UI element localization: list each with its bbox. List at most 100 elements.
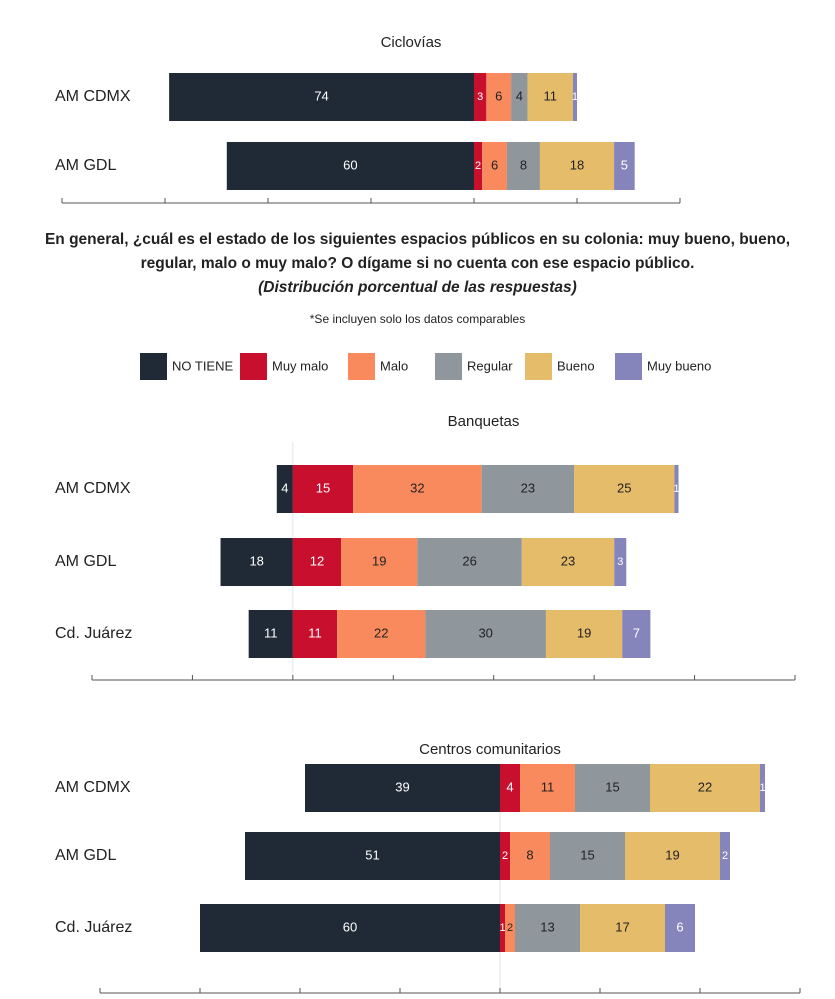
bar-segment — [486, 73, 512, 121]
bar-segment — [720, 832, 730, 880]
value-label: 12 — [310, 553, 324, 568]
bar-segment — [521, 538, 615, 586]
value-label: 2 — [507, 922, 513, 934]
value-label: 26 — [462, 553, 476, 568]
value-label: 13 — [540, 919, 554, 934]
bar-segment — [545, 610, 623, 658]
value-label: 2 — [502, 850, 508, 862]
bar-segment — [506, 142, 540, 190]
legend-label: NO TIENE — [172, 358, 233, 373]
value-label: 74 — [314, 88, 328, 103]
value-label: 2 — [475, 160, 481, 172]
category-label: AM CDMX — [55, 779, 131, 796]
question: En general, ¿cuál es el estado de los si… — [44, 231, 791, 272]
bar-segment — [341, 538, 418, 586]
bar-segment — [614, 142, 635, 190]
value-label: 22 — [374, 625, 388, 640]
bar-segment — [625, 832, 720, 880]
value-label: 19 — [665, 847, 679, 862]
value-label: 19 — [577, 625, 591, 640]
bar-segment — [572, 73, 577, 121]
value-label: 6 — [491, 157, 498, 172]
category-label: Cd. Juárez — [55, 919, 132, 936]
value-label: 8 — [520, 157, 527, 172]
category-label: AM GDL — [55, 847, 116, 864]
value-label: 7 — [633, 625, 640, 640]
value-label: 1 — [759, 782, 765, 794]
bar-segment — [482, 142, 507, 190]
legend-swatch — [615, 353, 642, 380]
bar-segment — [200, 904, 500, 952]
bar-segment — [169, 73, 474, 121]
value-label: 4 — [281, 480, 288, 495]
bar-segment — [248, 610, 293, 658]
value-label: 2 — [722, 850, 728, 862]
bar-segment — [245, 832, 500, 880]
bar-segment — [292, 610, 338, 658]
legend-label: Muy malo — [272, 358, 328, 373]
chart-title: Ciclovías — [381, 34, 442, 51]
value-label: 25 — [617, 480, 631, 495]
value-label: 32 — [410, 480, 424, 495]
value-label: 1 — [673, 483, 679, 495]
value-label: 51 — [365, 847, 379, 862]
question-emphasis: (Distribución porcentual de las respuest… — [258, 279, 577, 296]
value-label: 11 — [264, 625, 278, 640]
bar-segment — [474, 142, 483, 190]
legend-swatch — [435, 353, 462, 380]
value-label: 23 — [521, 480, 535, 495]
bar-segment — [226, 142, 474, 190]
bar-segment — [417, 538, 522, 586]
bar-segment — [622, 610, 651, 658]
category-label: Cd. Juárez — [55, 625, 132, 642]
chart-title: Banquetas — [448, 413, 520, 430]
bar-segment — [305, 764, 500, 812]
chart-title: Centros comunitarios — [419, 741, 561, 758]
bar-segment — [276, 465, 293, 513]
value-label: 15 — [316, 480, 330, 495]
legend-swatch — [240, 353, 267, 380]
legend-label: Malo — [380, 358, 408, 373]
bar-segment — [425, 610, 546, 658]
value-label: 11 — [541, 779, 555, 794]
question-block: En general, ¿cuál es el estado de los si… — [20, 228, 815, 300]
value-label: 17 — [615, 919, 629, 934]
value-label: 23 — [561, 553, 575, 568]
bar-segment — [500, 832, 510, 880]
bar-segment — [481, 465, 575, 513]
bar-segment — [353, 465, 482, 513]
bar-segment — [500, 764, 520, 812]
value-label: 1 — [499, 922, 505, 934]
legend-label: Muy bueno — [647, 358, 711, 373]
bar-segment — [292, 465, 354, 513]
bar-segment — [575, 764, 650, 812]
bar-segment — [500, 904, 505, 952]
bar-segment — [505, 904, 515, 952]
bar-segment — [511, 73, 528, 121]
bar-segment — [674, 465, 679, 513]
bar-segment — [650, 764, 760, 812]
bar-segment — [220, 538, 293, 586]
bar-segment — [292, 538, 342, 586]
value-label: 18 — [249, 553, 263, 568]
legend-swatch — [525, 353, 552, 380]
bar-segment — [520, 764, 575, 812]
value-label: 15 — [580, 847, 594, 862]
value-label: 3 — [617, 556, 623, 568]
legend-label: Regular — [467, 358, 513, 373]
category-label: AM CDMX — [55, 480, 131, 497]
value-label: 30 — [478, 625, 492, 640]
value-label: 11 — [543, 88, 557, 103]
bar-segment — [527, 73, 573, 121]
value-label: 1 — [572, 91, 578, 103]
value-label: 5 — [621, 157, 628, 172]
category-label: AM GDL — [55, 553, 116, 570]
value-label: 19 — [372, 553, 386, 568]
bar-segment — [550, 832, 625, 880]
value-label: 22 — [698, 779, 712, 794]
bar-segment — [474, 73, 487, 121]
value-label: 8 — [526, 847, 533, 862]
category-label: AM CDMX — [55, 88, 131, 105]
